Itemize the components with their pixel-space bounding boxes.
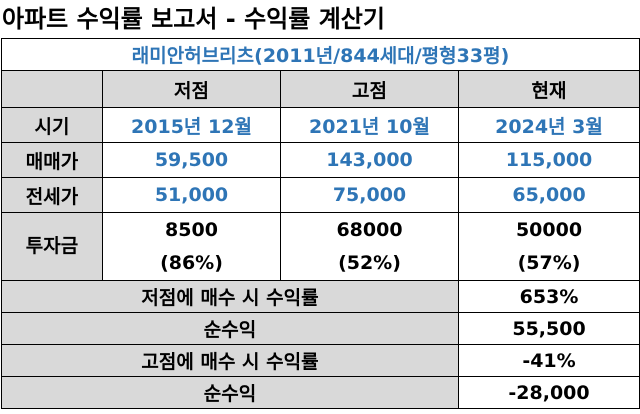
sale-price-current: 115,000 [457, 142, 640, 178]
summary-label-high-profit: 순수익 [1, 376, 459, 409]
investment-low-amount: 8500 [165, 218, 218, 241]
row-label-investment: 투자금 [1, 212, 103, 281]
investment-high-amount: 68000 [336, 218, 403, 241]
page-title: 아파트 수익률 보고서 - 수익률 계산기 [2, 5, 385, 33]
row-label-sale-price: 매매가 [1, 142, 103, 178]
sale-price-high: 143,000 [280, 142, 459, 178]
jeonse-current: 65,000 [457, 177, 640, 213]
row-label-jeonse: 전세가 [1, 177, 103, 213]
period-high: 2021년 10월 [280, 107, 459, 143]
investment-high-ratio: (52%) [338, 251, 401, 274]
jeonse-low: 51,000 [102, 177, 281, 213]
investment-current-amount: 50000 [515, 218, 583, 241]
sale-price-low: 59,500 [102, 142, 281, 178]
investment-current: 50000 (57%) [457, 212, 640, 281]
summary-value-high-profit: -28,000 [457, 376, 640, 409]
period-low: 2015년 12월 [102, 107, 281, 143]
investment-high: 68000 (52%) [280, 212, 459, 281]
period-current: 2024년 3월 [457, 107, 640, 143]
column-header-low: 저점 [102, 70, 281, 108]
investment-current-ratio: (57%) [517, 251, 581, 274]
corner-cell [1, 70, 103, 108]
apartment-name: 래미안허브리츠(2011년/844세대/평형33평) [0, 38, 640, 71]
row-label-period: 시기 [1, 107, 103, 143]
summary-value-low-yield: 653% [457, 280, 640, 313]
summary-label-high-yield: 고점에 매수 시 수익률 [1, 344, 459, 377]
investment-low-ratio: (86%) [160, 251, 223, 274]
jeonse-high: 75,000 [280, 177, 459, 213]
column-header-high: 고점 [280, 70, 459, 108]
summary-label-low-yield: 저점에 매수 시 수익률 [1, 280, 459, 313]
summary-label-low-profit: 순수익 [1, 312, 459, 345]
yield-table: 래미안허브리츠(2011년/844세대/평형33평) 저점 고점 현재 시기 2… [0, 38, 640, 409]
column-header-current: 현재 [457, 70, 640, 108]
investment-low: 8500 (86%) [102, 212, 281, 281]
summary-value-high-yield: -41% [457, 344, 640, 377]
summary-value-low-profit: 55,500 [457, 312, 640, 345]
